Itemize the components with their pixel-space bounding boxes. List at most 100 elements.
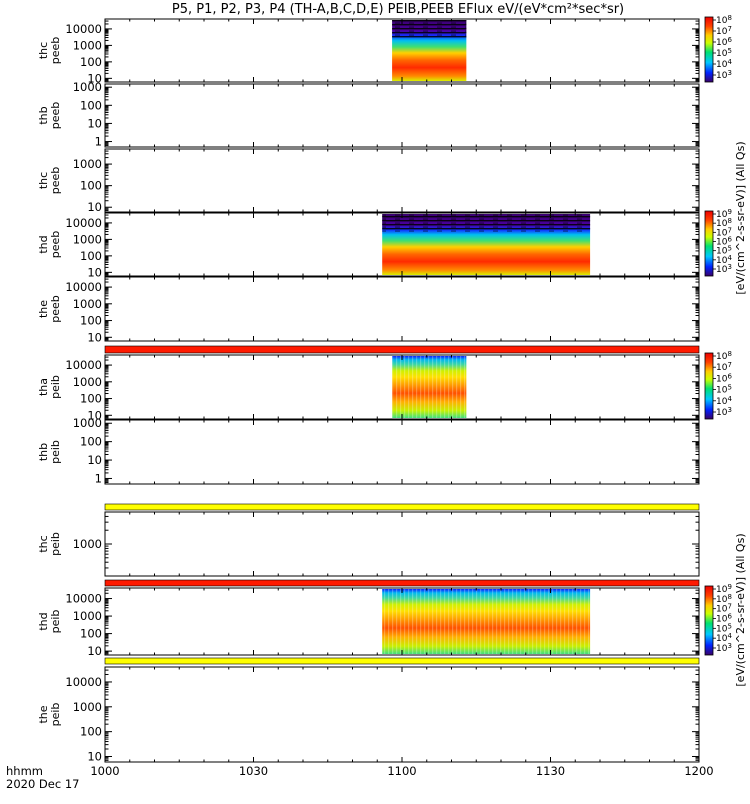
panel-9-colorbar-label: 107: [716, 603, 732, 615]
x-axis-tick-label: 1130: [536, 764, 565, 778]
panel-1-colorbar-label: 108: [716, 14, 732, 26]
panel-6-colorbar-label: 107: [716, 361, 732, 373]
panel-2-plot-area: [105, 84, 699, 147]
panel-2-ytick-label: 1000: [73, 80, 102, 94]
panel-8-ylabel: thc: [37, 535, 50, 552]
colorbar-units-label: [eV/(cm^2-s-sr-eV)] (All Qs): [734, 141, 747, 294]
panel-10-plot-area: [105, 667, 699, 762]
panel-7-ytick-label: 1: [95, 471, 102, 485]
panel-10-ylabel: peib: [49, 703, 62, 727]
panel-9-ytick-label: 100: [80, 627, 102, 641]
panel-3-plot-area: [105, 149, 699, 212]
panel-4-colorbar-label: 107: [716, 226, 732, 238]
panel-9-colorbar: [704, 585, 714, 656]
panel-6-ytick-label: 100: [80, 392, 102, 406]
x-axis-tick-label: 1200: [684, 764, 713, 778]
panel-7-ytick-label: 10: [87, 453, 102, 467]
panel-1-spectrogram-noise: [392, 20, 467, 38]
panel-7-ytick-label: 100: [80, 435, 102, 449]
panel-4-spectrogram-noise: [382, 214, 591, 232]
panel-2-ytick-label: 100: [80, 98, 102, 112]
panel-4-colorbar-label: 104: [716, 254, 732, 266]
panel-2-ytick-label: 10: [87, 116, 102, 130]
panel-7-plot-area: [105, 420, 699, 484]
x-axis-caption-date: 2020 Dec 17: [6, 777, 79, 791]
panel-4-ytick-label: 100: [80, 249, 102, 263]
panel-8-ytick-label: 1000: [73, 537, 102, 551]
panel-6-colorbar-label: 106: [716, 372, 732, 384]
panel-3-ytick-label: 100: [80, 179, 102, 193]
panel-1-ytick-label: 1000: [73, 38, 102, 52]
panel-6-colorbar: [704, 352, 714, 420]
panel-6-ylabel: tha: [37, 378, 50, 396]
panel-4-ytick-label: 10: [87, 265, 102, 279]
panel-4-colorbar-label: 106: [716, 236, 732, 248]
panel-9-ytick-label: 10000: [65, 592, 102, 606]
panel-3-ylabel: thc: [37, 172, 50, 189]
panel-7-ytick-label: 1000: [73, 416, 102, 430]
panel-4-colorbar-label: 105: [716, 245, 732, 257]
panel-9-colorbar-label: 103: [716, 642, 732, 654]
panel-2-ylabel: thb: [37, 106, 50, 124]
panel-4-colorbar-label: 108: [716, 217, 732, 229]
panel-9-colorbar-label: 104: [716, 632, 732, 644]
panel-4-ytick-label: 1000: [73, 232, 102, 246]
panel-5-ylabel: the: [37, 300, 50, 318]
panel-3-ytick-label: 1000: [73, 157, 102, 171]
panel-7-ylabel: thb: [37, 443, 50, 461]
panel-9-colorbar-label: 106: [716, 613, 732, 625]
panel-2-ylabel: peeb: [49, 102, 62, 130]
panel-9-ytick-label: 10: [87, 644, 102, 658]
panel-8-plot-area: [105, 512, 699, 576]
colorbar-units-label-lower: [eV/(cm^2-s-sr-eV)] (All Qs): [734, 533, 747, 686]
panel-6-ytick-label: 10000: [65, 358, 102, 372]
panel-9-colorbar-label: 105: [716, 622, 732, 634]
panel-6-ytick-label: 10: [87, 408, 102, 422]
panel-9-colorbar-label: 109: [716, 583, 732, 595]
panel-5-ytick-label: 10000: [65, 280, 102, 294]
panel-8-ylabel: peib: [49, 532, 62, 556]
panel-5-ytick-label: 100: [80, 314, 102, 328]
x-axis-tick-label: 1100: [387, 764, 416, 778]
panel-4-colorbar-label: 109: [716, 208, 732, 220]
panel-5-ytick-label: 1000: [73, 297, 102, 311]
panel-10-ytick-label: 10000: [65, 675, 102, 689]
x-axis-tick-label: 1000: [90, 764, 119, 778]
panel-6-colorbar-label: 104: [716, 395, 732, 407]
panel-10-ytick-label: 1000: [73, 700, 102, 714]
panel-6-spectrogram-texture: [392, 356, 467, 418]
panel-4-colorbar-label: 103: [716, 263, 732, 275]
panel-1-ytick-label: 100: [80, 55, 102, 69]
panel-2-ytick-label: 1: [95, 135, 102, 149]
mode-bar-3: [104, 579, 700, 587]
panel-1-ylabel: peeb: [49, 37, 62, 65]
panel-3-ytick-label: 10: [87, 200, 102, 214]
panel-6-colorbar-label: 103: [716, 406, 732, 418]
panel-5-plot-area: [105, 277, 699, 341]
panel-1-ytick-label: 10: [87, 71, 102, 85]
panel-10-ytick-label: 100: [80, 725, 102, 739]
x-axis-caption-hhmm: hhmm: [6, 764, 43, 778]
panel-1-ylabel: thc: [37, 42, 50, 59]
panel-6-colorbar-label: 105: [716, 384, 732, 396]
mode-bar-4: [104, 657, 700, 665]
panel-3-ylabel: peeb: [49, 167, 62, 195]
panel-10-ylabel: the: [37, 705, 50, 723]
figure-title: P5, P1, P2, P3, P4 (TH-A,B,C,D,E) PEIB,P…: [172, 2, 624, 17]
panel-7-ylabel: peib: [49, 440, 62, 464]
panel-10-ytick-label: 10: [87, 749, 102, 763]
panel-1-colorbar-label: 104: [716, 58, 732, 70]
panel-6-ylabel: peib: [49, 375, 62, 399]
panel-1-colorbar-label: 106: [716, 36, 732, 48]
panel-1-colorbar: [704, 16, 714, 83]
panel-9-ylabel: thd: [37, 612, 50, 630]
panel-9-colorbar-label: 108: [716, 593, 732, 605]
panel-4-ylabel: peeb: [49, 231, 62, 259]
x-axis-tick-label: 1030: [239, 764, 268, 778]
mode-bar-2: [104, 503, 700, 511]
mode-bar-1: [104, 345, 700, 354]
panel-4-ylabel: thd: [37, 235, 50, 253]
panel-1-colorbar-label: 103: [716, 69, 732, 81]
